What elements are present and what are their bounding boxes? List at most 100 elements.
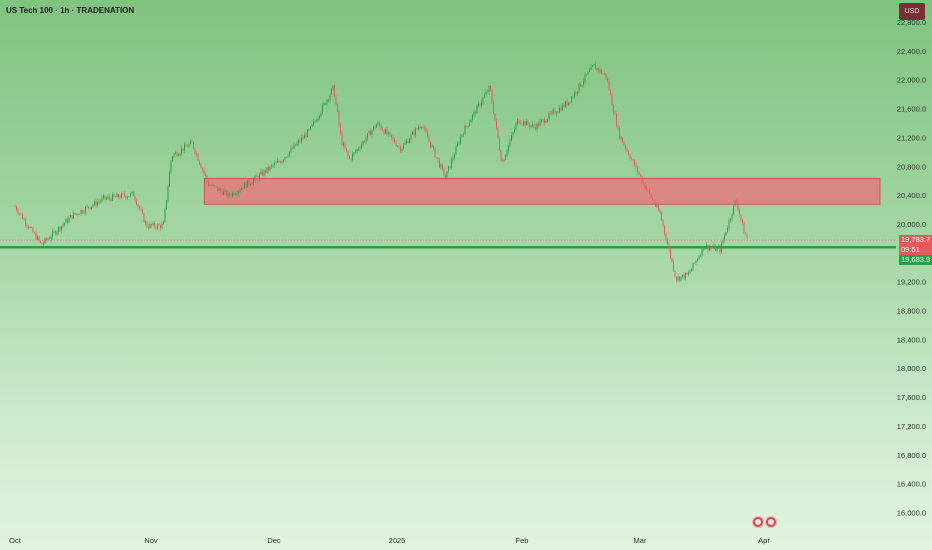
candle-body: [635, 165, 637, 167]
candle-body: [235, 194, 236, 195]
candle-body: [503, 159, 505, 162]
candle-body: [292, 147, 293, 149]
candle-body: [742, 219, 743, 223]
y-axis-tick-label: 20,400.0: [897, 191, 926, 200]
candle-body: [608, 80, 610, 90]
y-axis-tick-label: 21,200.0: [897, 133, 926, 142]
candle-body: [482, 97, 484, 103]
candle-body: [698, 256, 700, 260]
candle-body: [166, 200, 167, 209]
candle-body: [197, 154, 199, 161]
candle-body: [86, 206, 88, 207]
economic-event-icon[interactable]: [752, 516, 764, 528]
candle-body: [389, 132, 391, 135]
candle-body: [233, 192, 235, 195]
support-line-price-tag: 19,683.9: [899, 255, 932, 265]
candle-body: [572, 96, 574, 98]
candle-body: [511, 135, 512, 141]
candle-body: [89, 207, 91, 209]
candle-body: [163, 221, 164, 225]
candle-body: [173, 153, 175, 157]
candle-body: [449, 166, 451, 168]
candle-body: [520, 123, 521, 124]
candle-body: [677, 276, 679, 281]
candle-body: [385, 129, 386, 134]
candle-body: [380, 125, 382, 130]
candle-body: [728, 220, 730, 229]
candle-body: [581, 84, 583, 87]
candle-body: [43, 243, 44, 245]
candle-body: [571, 97, 572, 103]
candle-body: [148, 227, 149, 229]
y-axis-tick-label: 22,800.0: [897, 18, 926, 27]
candle-body: [650, 193, 652, 198]
candle-body: [184, 144, 185, 151]
candle-body: [362, 141, 364, 145]
candle-body: [289, 151, 290, 156]
candle-body: [121, 193, 122, 199]
candle-body: [472, 114, 473, 120]
candle-body: [551, 111, 553, 114]
candle-body: [697, 259, 698, 261]
candle-body: [250, 184, 251, 185]
candle-body: [263, 170, 265, 176]
candle-body: [304, 134, 305, 139]
candle-body: [611, 94, 613, 106]
candle-body: [602, 73, 604, 75]
candle-body: [73, 212, 74, 219]
candle-body: [260, 171, 262, 174]
y-axis-tick-label: 17,600.0: [897, 393, 926, 402]
candle-body: [97, 202, 98, 206]
candle-body: [494, 113, 496, 121]
candle-body: [386, 129, 388, 135]
candle-body: [392, 137, 394, 140]
candle-body: [743, 222, 745, 234]
candle-body: [554, 110, 556, 114]
candle-body: [370, 131, 371, 136]
candle-body: [217, 186, 218, 191]
candle-body: [74, 212, 76, 215]
candle-body: [508, 145, 509, 152]
candle-body: [271, 165, 272, 167]
candle-body: [28, 226, 29, 229]
candle-body: [454, 154, 455, 159]
candle-body: [68, 217, 70, 223]
candle-body: [521, 123, 523, 125]
candle-body: [601, 69, 602, 74]
candle-body: [175, 152, 176, 154]
candle-body: [242, 188, 244, 189]
candle-body: [517, 119, 518, 124]
candle-body: [391, 134, 392, 138]
economic-event-icon[interactable]: [765, 516, 777, 528]
candle-body: [332, 85, 334, 89]
candle-body: [614, 112, 616, 115]
candle-body: [583, 81, 584, 85]
candle-body: [319, 116, 320, 119]
last-price-tag: 19,783.7 09:51: [899, 235, 932, 257]
x-axis-tick-label: Dec: [267, 536, 281, 545]
candle-body: [268, 167, 269, 171]
candle-body: [256, 175, 257, 177]
candle-body: [632, 159, 634, 161]
candle-body: [463, 134, 464, 135]
candle-body: [305, 134, 307, 138]
candle-body: [203, 169, 205, 174]
candle-body: [20, 213, 22, 215]
candle-body: [112, 194, 113, 201]
candle-body: [605, 73, 607, 78]
candle-body: [538, 123, 539, 126]
candle-body: [25, 219, 26, 225]
candle-body: [458, 143, 460, 144]
candle-body: [83, 212, 85, 214]
candle-body: [85, 206, 86, 213]
candle-body: [257, 176, 259, 179]
resistance-zone[interactable]: [203, 177, 881, 205]
candle-body: [638, 172, 640, 175]
candle-body: [502, 161, 503, 162]
candle-body: [158, 224, 160, 226]
candle-body: [484, 95, 485, 98]
candle-body: [320, 112, 322, 117]
currency-selector[interactable]: USD: [899, 3, 925, 20]
